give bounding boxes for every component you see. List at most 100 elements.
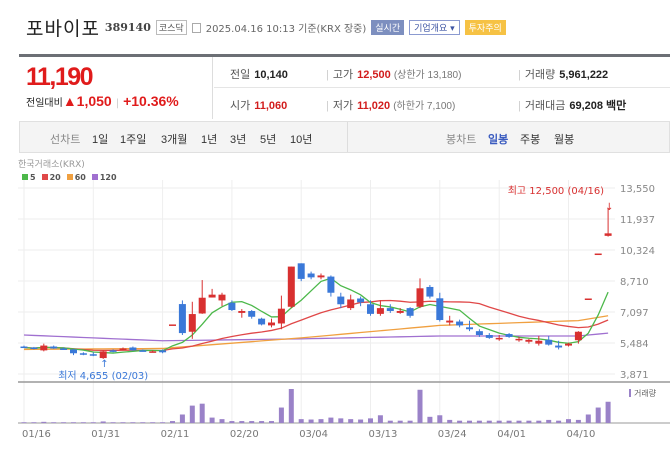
candle-body [386, 308, 394, 311]
candle-body [515, 338, 523, 341]
candle-body [594, 253, 602, 256]
volume-legend: 거래량 [634, 388, 657, 398]
x-tick-label: 03/24 [438, 429, 467, 440]
candle-body [228, 302, 236, 311]
volume-bar [229, 421, 235, 423]
candle-body [337, 296, 345, 305]
candle-body [238, 310, 246, 313]
volume-bar [595, 407, 601, 423]
volume-bar [575, 419, 581, 423]
volume-bar [605, 401, 611, 423]
volume-bar [21, 422, 27, 423]
candle-body [406, 308, 414, 316]
candle-body [555, 345, 563, 348]
candle-body [485, 335, 493, 338]
candle-body [99, 351, 107, 359]
tab-1w[interactable]: 1주일 [120, 134, 147, 146]
volume-bar [556, 420, 562, 423]
candle-body [188, 314, 196, 332]
divider [19, 54, 670, 57]
candle-body [347, 299, 355, 309]
volume-bar [100, 421, 106, 423]
volume-bar [437, 415, 443, 423]
tab-10y[interactable]: 10년 [290, 134, 313, 146]
x-tick-label: 03/04 [299, 429, 328, 440]
candle-body [367, 304, 374, 314]
open-price: 11,060 [254, 100, 288, 112]
ma60-line [23, 315, 609, 351]
stats-grid: 전일 10,140 | 고가 12,500 (상한가 13,180) | 거래량 5,96… [214, 57, 670, 119]
volume-label: 거래량 [524, 69, 556, 81]
candle-body [396, 310, 404, 313]
candle-chart-label: 봉차트 [446, 134, 477, 146]
tab-3y[interactable]: 3년 [230, 134, 247, 146]
tab-5y[interactable]: 5년 [260, 134, 277, 146]
volume-bar [407, 420, 413, 423]
low-annotation: 최저 4,655 (02/03) [58, 370, 148, 382]
tab-1d[interactable]: 1일 [92, 134, 109, 146]
volume-bar [189, 405, 195, 423]
volume-bar [31, 422, 37, 423]
candle-body [357, 298, 365, 303]
volume-bar [160, 422, 166, 423]
volume-value: 5,961,222 [559, 69, 609, 81]
y-tick-label: 10,324 [620, 246, 655, 257]
company-overview-dropdown[interactable]: 기업개요 ▾ [409, 20, 460, 35]
volume-bar [417, 389, 423, 423]
stock-code: 389140 [104, 21, 151, 34]
volume-bar [427, 416, 433, 423]
change-label: 전일대비 [26, 98, 63, 109]
tab-daily[interactable]: 일봉 [488, 134, 509, 146]
candle-body [169, 324, 176, 326]
candle-body [198, 297, 206, 314]
market-badge: 코스닥 [155, 20, 187, 35]
candle-body [545, 339, 553, 345]
volume-bar [526, 420, 532, 423]
volume-bar [368, 418, 373, 423]
candle-body [416, 288, 424, 307]
high-annotation: 최고 12,500 (04/16) [508, 185, 604, 197]
low-price: 11,020 [357, 100, 391, 112]
volume-bar [140, 422, 146, 423]
y-tick-label: 7,097 [620, 308, 649, 319]
x-tick-label: 02/11 [161, 429, 190, 440]
candle-body [109, 350, 117, 352]
volume-bar [170, 421, 175, 423]
volume-bar [61, 422, 67, 423]
volume-bar [486, 420, 492, 423]
candle-body [297, 263, 305, 279]
tab-3m[interactable]: 3개월 [161, 134, 188, 146]
volume-bar [476, 420, 482, 423]
candle-body [119, 348, 127, 350]
volume-bar [269, 421, 274, 423]
prev-close: 10,140 [254, 69, 288, 81]
y-tick-label: 5,484 [620, 339, 649, 350]
candlestick-chart[interactable]: 13,550 11,937 10,324 8,710 7,097 5,484 3,871 01… [0, 160, 670, 460]
candle-body [287, 266, 295, 307]
x-tick-label: 02/20 [230, 429, 259, 440]
candle-body [79, 353, 87, 355]
x-tick-label: 03/13 [369, 429, 398, 440]
volume-bar [585, 414, 591, 423]
volume-bar [278, 407, 284, 423]
volume-bar [179, 414, 185, 423]
candle-body [50, 346, 58, 349]
legend-ma120: 120 [91, 173, 117, 182]
volume-bar [110, 422, 116, 423]
upper-limit: (상한가 13,180) [393, 70, 462, 81]
candle-body [178, 304, 186, 334]
candle-body [495, 337, 503, 340]
company-overview-label: 기업개요 [414, 24, 448, 34]
tab-1y[interactable]: 1년 [201, 134, 218, 146]
x-tick-label: 01/31 [91, 429, 120, 440]
tab-weekly[interactable]: 주봉 [520, 134, 541, 146]
realtime-button[interactable]: 실시간 [371, 20, 405, 35]
candle-body [317, 275, 325, 278]
volume-legend-swatch [629, 389, 631, 397]
tab-monthly[interactable]: 월봉 [554, 134, 575, 146]
candle-body [129, 347, 137, 351]
line-chart-label: 선차트 [50, 134, 81, 146]
x-tick-label: 04/01 [497, 429, 526, 440]
current-price: 11,190 [26, 63, 94, 91]
volume-bar [239, 421, 245, 423]
